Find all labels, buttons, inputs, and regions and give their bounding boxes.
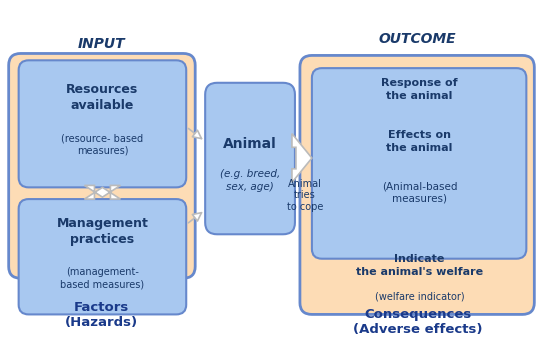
Text: (resource- based
measures): (resource- based measures) <box>61 133 143 156</box>
Text: (welfare indicator): (welfare indicator) <box>375 292 464 302</box>
Text: Animal
tries
to cope: Animal tries to cope <box>287 179 323 212</box>
FancyBboxPatch shape <box>312 68 526 259</box>
Polygon shape <box>292 134 312 182</box>
Text: Animal: Animal <box>223 137 277 151</box>
FancyBboxPatch shape <box>18 60 186 187</box>
Text: Management
practices: Management practices <box>56 217 148 246</box>
Text: Resources
available: Resources available <box>66 83 138 112</box>
FancyBboxPatch shape <box>9 54 195 278</box>
FancyBboxPatch shape <box>205 83 295 234</box>
Text: (e.g. breed,
sex, age): (e.g. breed, sex, age) <box>220 169 280 192</box>
Polygon shape <box>85 185 121 199</box>
Text: Indicate
the animal's welfare: Indicate the animal's welfare <box>356 254 483 277</box>
Text: (Animal-based
measures): (Animal-based measures) <box>382 181 457 203</box>
FancyBboxPatch shape <box>300 55 534 314</box>
Text: Factors
(Hazards): Factors (Hazards) <box>65 301 138 330</box>
Text: Consequences
(Adverse effects): Consequences (Adverse effects) <box>353 308 482 336</box>
Text: (management-
based measures): (management- based measures) <box>60 267 144 290</box>
Text: INPUT: INPUT <box>78 37 125 51</box>
Text: Effects on
the animal: Effects on the animal <box>387 130 453 153</box>
FancyBboxPatch shape <box>18 199 186 314</box>
Text: Response of
the animal: Response of the animal <box>381 78 458 101</box>
Text: OUTCOME: OUTCOME <box>379 32 457 46</box>
